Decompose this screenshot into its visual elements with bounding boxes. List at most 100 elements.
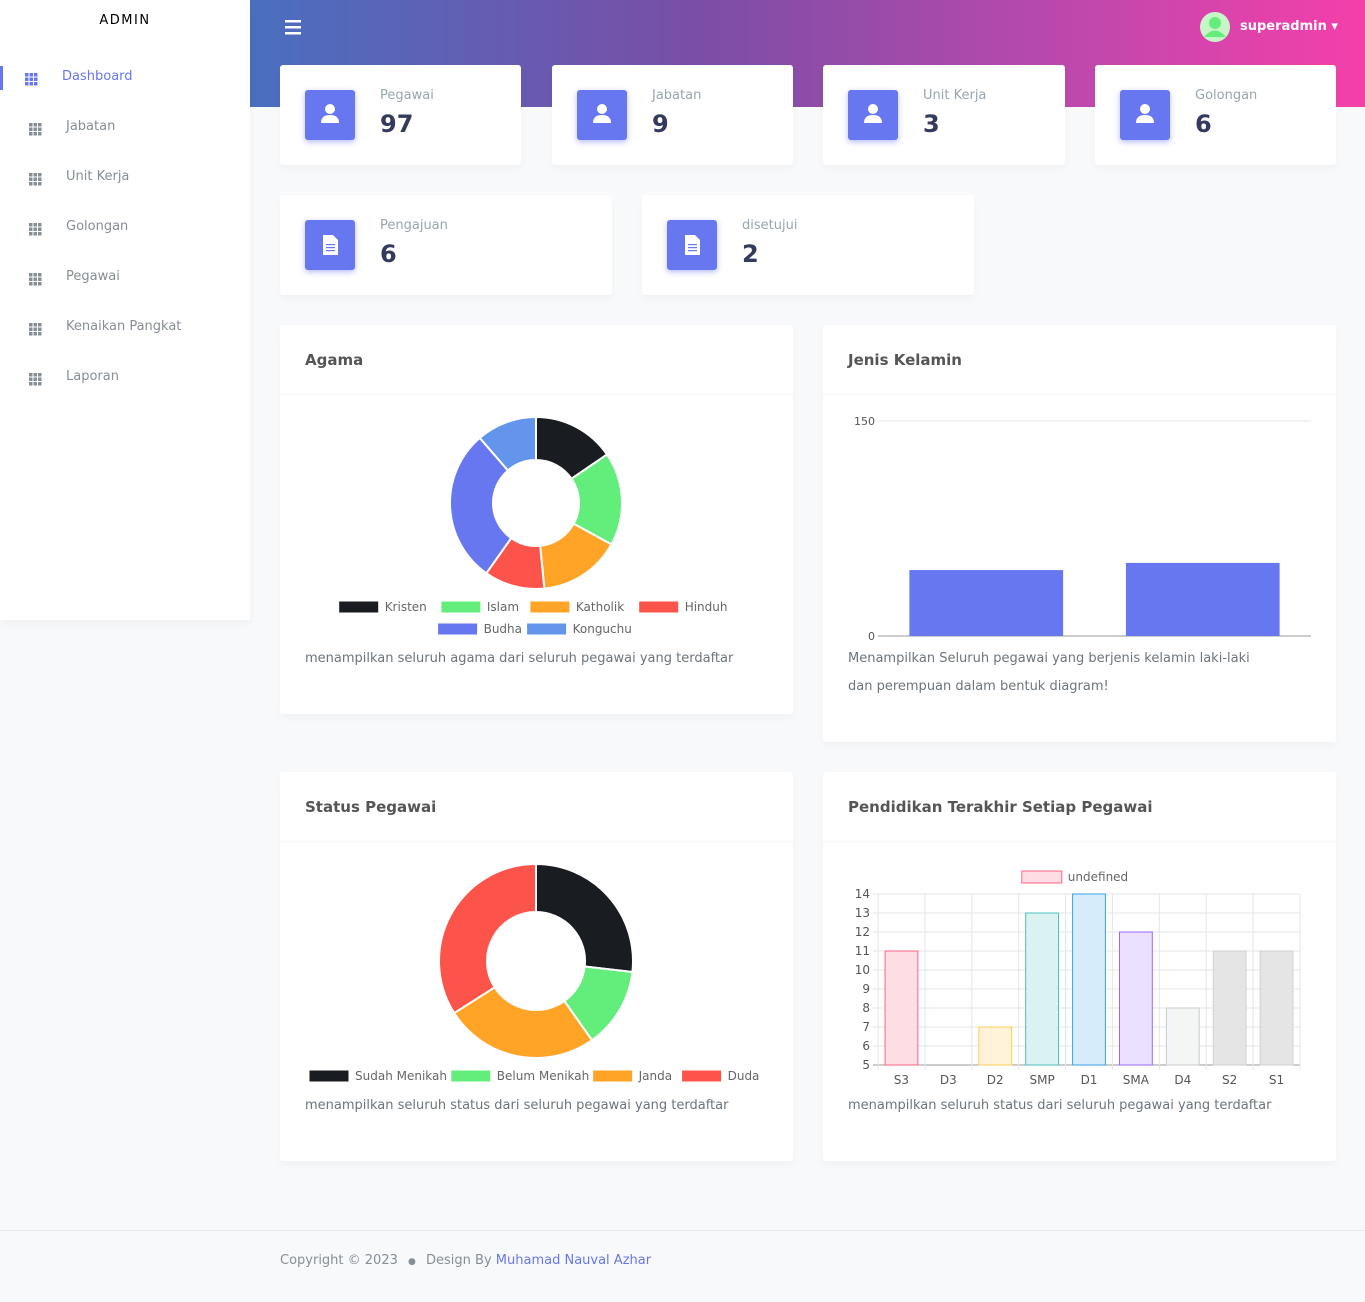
menu-icon [29,273,42,286]
glyph-line [688,250,697,252]
card-description: Menampilkan Seluruh pegawai yang berjeni… [848,651,1250,694]
glyph-line [326,244,335,246]
menu-icon-svg [29,273,42,286]
menu-item[interactable]: Laporan [66,369,119,384]
glyph-body [1136,115,1154,123]
legend-swatch [592,1069,634,1083]
menu-icon-dot [33,273,37,277]
menu-icon-dot [29,323,33,327]
menu-icon-box [24,71,38,86]
bar [978,1026,1013,1066]
menu-toggle[interactable] [285,19,301,35]
stat-label: Jabatan [652,88,702,103]
menu-icon-dot [29,227,33,231]
menu-item[interactable]: Golongan [66,219,129,234]
menu-icon-dot [33,223,37,227]
x-tick-label: S2 [1222,1073,1237,1087]
author-link[interactable]: Muhamad Nauval Azhar [495,1253,652,1268]
chart: Sudah Menikah Belum Menikah Janda Duda [308,862,760,1083]
menu-icon-box [28,171,42,186]
menu-icon-dot [33,182,37,186]
x-tick-label: SMA [1123,1073,1150,1087]
menu-icon [29,173,42,186]
menu-icon-dot [29,382,33,386]
donut-slice [452,985,594,1059]
y-tick-label: 8 [862,1001,870,1015]
menu-icon [29,223,42,236]
brand[interactable]: ADMIN [99,13,151,28]
stat-card: disetujui 2 [642,195,974,295]
menu-icon-dot [33,232,37,236]
glyph-line [326,247,335,249]
menu-icon-dot [29,282,33,286]
menu-icon-dot [34,73,38,77]
bar [1165,1007,1200,1066]
glyph-body [864,115,882,123]
stat-label: Pengajuan [380,218,448,233]
y-tick-label: 11 [855,944,870,958]
user-name-text: superadmin [1240,19,1327,34]
menu-icon-dot [33,127,37,131]
card-title: Status Pegawai [305,798,437,816]
avatar[interactable] [1200,12,1230,42]
menu-icon-box [28,371,42,386]
menu-item[interactable]: Unit Kerja [66,169,130,184]
card-title: Pendidikan Terakhir Setiap Pegawai [848,798,1153,816]
menu-icon-dot [29,173,33,177]
menu-icon-dot [33,277,37,281]
card-description: menampilkan seluruh agama dari seluruh p… [305,651,734,666]
legend-label: Islam [487,600,519,614]
card-header-divider [280,394,793,395]
menu-icon-dot [29,82,33,86]
stat-icon [305,220,355,270]
stat-value: 6 [380,240,397,268]
menu-icon-svg [29,173,42,186]
menu-item[interactable]: Dashboard [62,69,133,84]
user-name[interactable]: superadmin ▾ [1240,19,1338,34]
legend-swatch [529,600,571,614]
bar [1125,562,1280,636]
y-tick-label: 150 [854,415,875,428]
menu-icon [25,73,38,86]
x-tick-label: D1 [1081,1073,1098,1087]
chart: 5 6 7 8 9 10 11 12 13 14 S3 D3 D2 SMP D1 SMA D4 S2 S1 undef… [855,870,1301,1087]
menu-icon-svg [29,223,42,236]
menu-item[interactable]: Kenaikan Pangkat [66,319,182,334]
footer: Copyright © 2023 ● Design By Muhamad Nau… [280,1253,651,1268]
card-title: Agama [305,351,364,369]
legend-swatch [440,600,482,614]
glyph-line [326,250,335,252]
menu-item[interactable]: Pegawai [66,269,120,284]
chart: 0 150 [854,415,1311,643]
stat-glyph [321,104,339,123]
legend-label: Sudah Menikah [355,1069,447,1083]
y-tick-label: 6 [862,1039,870,1053]
stat-value: 3 [923,110,940,138]
menu-icon-dot [29,327,33,331]
legend-swatch [1021,870,1063,884]
menu-icon-dot [29,127,33,131]
legend-label: Duda [728,1069,760,1083]
menu-icon-dot [29,182,33,186]
legend-label: Belum Menikah [497,1069,589,1083]
bullet: ● [408,1257,416,1267]
stat-value: 2 [742,240,759,268]
chart-card: Agama Kristen Islam Katholik Hinduh Budha Kong… [280,325,793,714]
stat-card: Pegawai 97 [280,65,521,165]
menu-icon [29,373,42,386]
menu-icon-dot [38,373,42,377]
menu-icon-dot [33,282,37,286]
glyph-head [325,104,335,114]
stat-icon [667,220,717,270]
bar [1259,950,1294,1066]
menu-icon-dot [29,277,33,281]
menu-icon-dot [38,273,42,277]
menu-icon-dot [38,182,42,186]
footer-divider [0,1230,1365,1231]
y-tick-label: 10 [855,963,870,977]
menu-icon-dot [34,77,38,81]
chart-card: Status Pegawai Sudah Menikah Belum Menikah… [280,772,793,1161]
stat-label: Unit Kerja [923,88,987,103]
menu-item[interactable]: Jabatan [66,119,116,134]
